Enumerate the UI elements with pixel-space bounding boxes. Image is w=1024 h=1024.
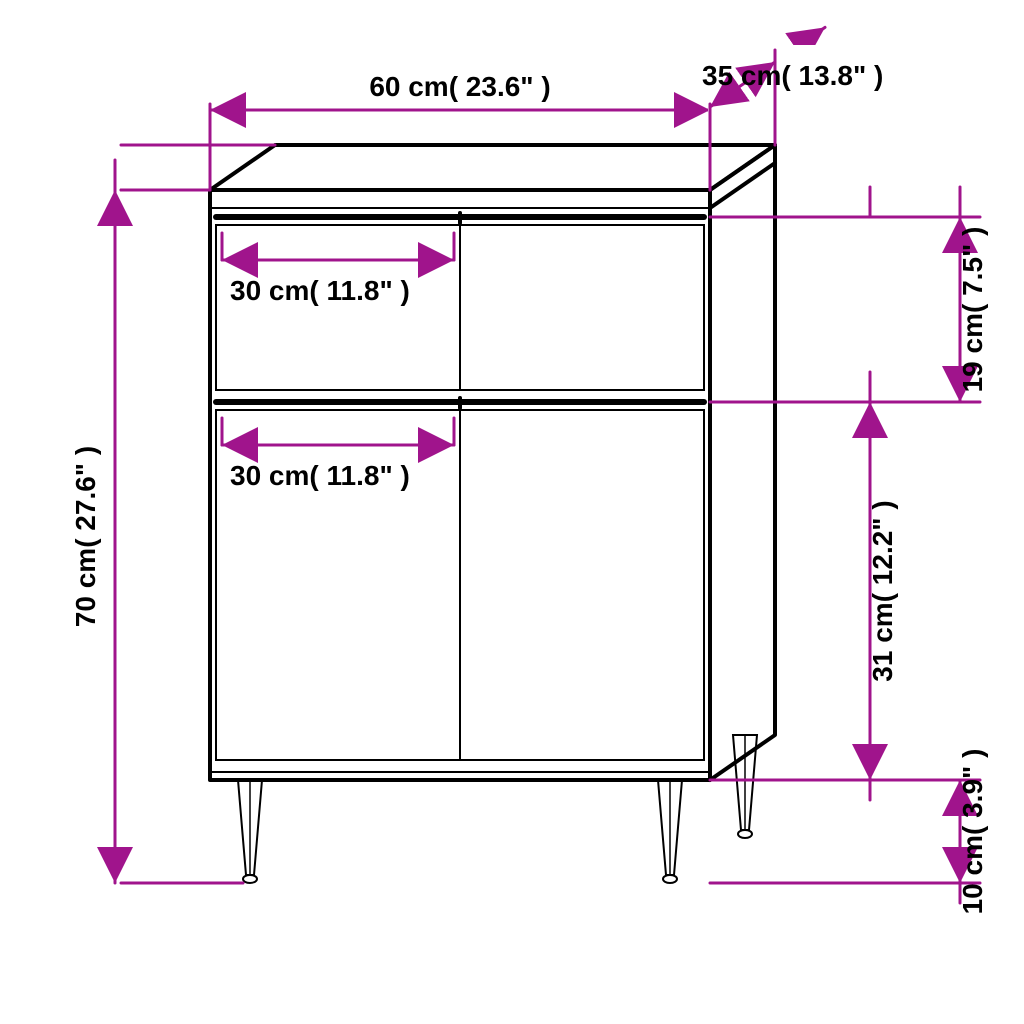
dim-drawer-lower: 30 cm( 11.8" ) bbox=[230, 460, 410, 491]
cabinet bbox=[210, 145, 775, 883]
dim-width: 60 cm( 23.6" ) bbox=[369, 71, 550, 102]
dimension-diagram: 60 cm( 23.6" )35 cm( 13.8" )35 cm( 13.8"… bbox=[0, 0, 1024, 1024]
dim-h-mid: 31 cm( 12.2" ) bbox=[867, 500, 898, 681]
dim-h-top: 19 cm( 7.5" ) bbox=[957, 227, 988, 393]
dim-depth: 35 cm( 13.8" ) bbox=[702, 60, 883, 91]
dim-height: 70 cm( 27.6" ) bbox=[70, 446, 101, 627]
dim-drawer-upper: 30 cm( 11.8" ) bbox=[230, 275, 410, 306]
dim-h-leg: 10 cm( 3.9" ) bbox=[957, 749, 988, 915]
